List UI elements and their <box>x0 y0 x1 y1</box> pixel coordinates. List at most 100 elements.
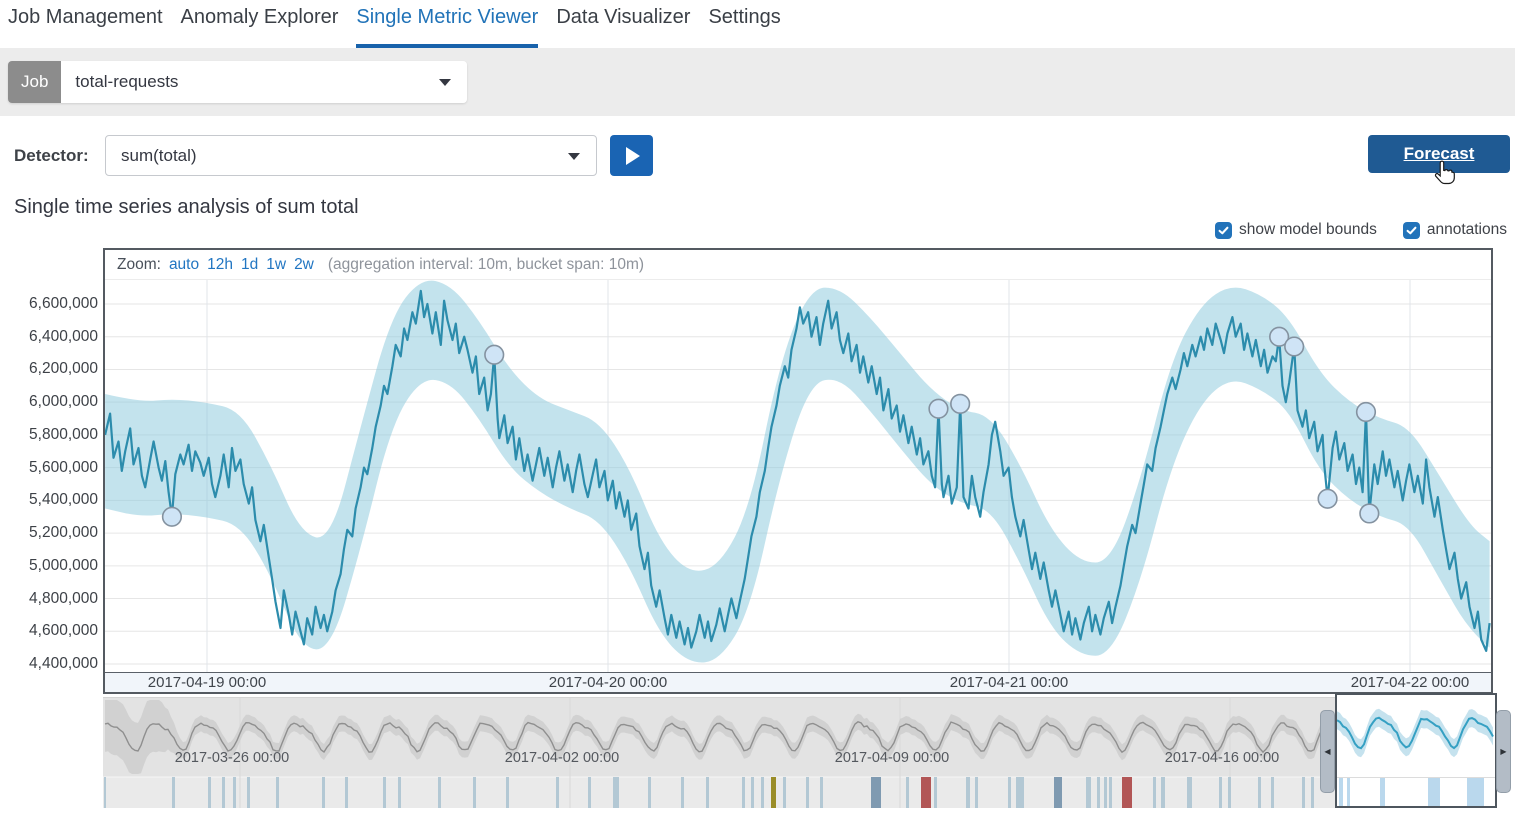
zoom-link-2w[interactable]: 2w <box>294 255 314 273</box>
swimlane-stripe <box>751 777 754 808</box>
anomaly-marker[interactable] <box>928 398 949 419</box>
swimlane-stripe <box>1086 777 1091 808</box>
job-badge: Job <box>8 61 62 103</box>
top-nav: Job Management Anomaly Explorer Single Met… <box>8 6 781 48</box>
tab-data-visualizer[interactable]: Data Visualizer <box>556 6 691 28</box>
anomaly-marker[interactable] <box>1317 488 1338 509</box>
brush-mini-chart <box>1337 708 1494 758</box>
swimlane-stripe <box>1339 778 1343 806</box>
zoom-link-1d[interactable]: 1d <box>240 255 259 273</box>
zoom-links: auto 12h 1d 1w 2w <box>169 256 314 274</box>
forecast-button[interactable]: Forecast <box>1368 135 1510 173</box>
y-axis-tick: 5,200,000 <box>29 524 98 542</box>
swimlane-stripe <box>1302 777 1305 808</box>
arrow-right-icon: ▶ <box>1500 747 1507 756</box>
detector-label: Detector: <box>14 146 89 165</box>
brush-handle-right[interactable]: ▶ <box>1496 710 1511 793</box>
brush-handle-left[interactable]: ◀ <box>1320 710 1335 793</box>
swimlane-stripe <box>383 777 386 808</box>
swimlane-stripe <box>556 777 559 808</box>
job-selector: Job total-requests <box>8 61 468 103</box>
y-axis: 6,600,000 6,400,000 6,200,000 6,000,000 5,80… <box>0 248 98 694</box>
zoom-link-1w[interactable]: 1w <box>266 255 287 273</box>
context-axis-tick: 2017-04-16 00:00 <box>1164 750 1280 766</box>
anomaly-marker[interactable] <box>1359 503 1380 524</box>
swimlane-stripe <box>1467 778 1484 806</box>
swimlane-stripe <box>771 777 776 808</box>
swimlane-stripe <box>648 777 651 808</box>
x-axis-tick: 2017-04-20 00:00 <box>548 674 668 691</box>
swimlane-stripe <box>473 777 476 808</box>
play-button[interactable] <box>610 135 653 176</box>
swimlane-stripe <box>921 777 931 808</box>
y-axis-tick: 5,600,000 <box>29 458 98 476</box>
swimlane-stripe <box>1219 777 1222 808</box>
context-chart <box>103 697 1337 808</box>
zoom-link-12h[interactable]: 12h <box>207 255 233 273</box>
swimlane-stripe <box>681 777 684 808</box>
swimlane-stripe <box>104 777 106 808</box>
swimlane-stripe <box>1016 777 1024 808</box>
tab-job-management[interactable]: Job Management <box>8 6 163 28</box>
zoom-link-auto[interactable]: auto <box>168 255 200 273</box>
y-axis-tick: 6,600,000 <box>29 295 98 312</box>
detector-select[interactable]: sum(total) <box>105 135 597 176</box>
zoom-label: Zoom: <box>117 255 161 273</box>
swimlane-stripe <box>1122 777 1132 808</box>
tab-settings[interactable]: Settings <box>708 6 781 28</box>
swimlane-stripe <box>1258 777 1261 808</box>
x-axis-tick: 2017-04-21 00:00 <box>949 674 1069 691</box>
y-axis-tick: 6,400,000 <box>29 327 98 345</box>
swimlane-stripe <box>506 777 509 808</box>
tab-single-metric-viewer[interactable]: Single Metric Viewer <box>356 6 538 48</box>
detector-select-value: sum(total) <box>121 145 197 165</box>
annotations-label: annotations <box>1426 221 1507 238</box>
aggregation-note: (aggregation interval: 10m, bucket span:… <box>327 255 645 273</box>
y-axis-tick: 6,200,000 <box>29 360 98 378</box>
checkbox-checked-icon[interactable] <box>1214 221 1232 239</box>
brush-swimlane <box>1337 777 1495 806</box>
y-axis-tick: 5,800,000 <box>29 425 98 443</box>
swimlane-stripe <box>706 777 709 808</box>
anomaly-marker[interactable] <box>950 393 971 414</box>
swimlane-stripe <box>1311 777 1314 808</box>
y-axis-tick: 4,600,000 <box>29 622 98 640</box>
context-axis-tick: 2017-04-02 00:00 <box>504 750 620 766</box>
anomaly-marker[interactable] <box>1284 336 1305 357</box>
swimlane-stripe <box>1271 777 1274 808</box>
swimlane-stripe <box>613 777 619 808</box>
checkbox-checked-icon[interactable] <box>1402 221 1420 239</box>
zoom-controls: Zoom: auto 12h 1d 1w 2w (aggregation interva… <box>105 250 1491 280</box>
job-select[interactable]: total-requests <box>61 61 468 103</box>
anomaly-marker[interactable] <box>484 344 505 365</box>
swimlane-stripe <box>1153 777 1156 808</box>
swimlane-stripe <box>322 777 325 808</box>
annotations-option[interactable]: annotations <box>1402 221 1507 239</box>
swimlane-stripe <box>1104 777 1107 808</box>
show-model-bounds-label: show model bounds <box>1238 221 1377 238</box>
swimlane-stripe <box>1228 777 1231 808</box>
focus-chart: Zoom: auto 12h 1d 1w 2w (aggregation interva… <box>103 248 1493 694</box>
swimlane-stripe <box>588 777 591 808</box>
arrow-left-icon: ◀ <box>1324 747 1331 756</box>
y-axis-tick: 5,000,000 <box>29 556 98 574</box>
swimlane-stripe <box>742 777 745 808</box>
y-axis-tick: 4,800,000 <box>29 589 98 607</box>
focus-plot <box>105 280 1491 672</box>
swimlane-stripe <box>438 777 441 808</box>
x-axis-tick: 2017-04-22 00:00 <box>1350 674 1470 691</box>
time-range-brush[interactable] <box>1335 693 1497 808</box>
context-axis-tick: 2017-04-09 00:00 <box>834 750 950 766</box>
tab-anomaly-explorer[interactable]: Anomaly Explorer <box>180 6 339 28</box>
swimlane-stripe <box>871 777 881 808</box>
swimlane-stripe <box>1187 777 1192 808</box>
anomaly-marker[interactable] <box>161 506 183 527</box>
swimlane-stripe <box>345 777 348 808</box>
anomaly-marker[interactable] <box>1355 401 1377 423</box>
anomaly-marker[interactable] <box>1269 326 1290 347</box>
job-select-value: total-requests <box>75 72 179 91</box>
show-model-bounds-option[interactable]: show model bounds <box>1214 221 1377 239</box>
swimlane-stripe <box>783 777 786 808</box>
swimlane-stripe <box>806 777 809 808</box>
swimlane-stripe <box>1054 777 1062 808</box>
